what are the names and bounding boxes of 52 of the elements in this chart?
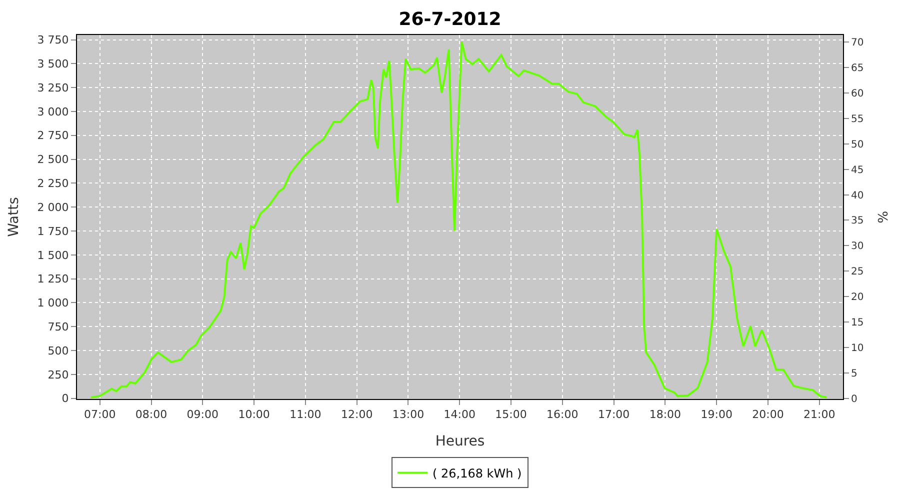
x-tick-label: 16:00 bbox=[546, 408, 578, 422]
y-tick-label: 3 500 bbox=[37, 58, 69, 71]
legend-label: ( 26,168 kWh ) bbox=[432, 466, 522, 480]
y-tick-label: 1 500 bbox=[37, 248, 69, 262]
x-tick-label: 19:00 bbox=[700, 408, 732, 422]
y2-tick-label: 0 bbox=[851, 394, 858, 405]
y-tick-label: 2 750 bbox=[37, 129, 69, 142]
x-tick-label: 20:00 bbox=[752, 408, 784, 422]
y-tick-label: 2 250 bbox=[37, 177, 69, 190]
x-tick-label: 21:00 bbox=[804, 408, 836, 422]
y2-tick-label: 50 bbox=[851, 139, 864, 150]
y2-tick-label: 30 bbox=[851, 241, 864, 252]
y2-tick-label: 5 bbox=[851, 368, 858, 380]
y-tick-label: 3 750 bbox=[37, 34, 69, 47]
x-tick-label: 17:00 bbox=[598, 408, 630, 422]
y2-tick-label: 65 bbox=[851, 63, 864, 74]
y-tick-label: 1 000 bbox=[37, 296, 69, 310]
y-tick-label: 250 bbox=[48, 368, 69, 382]
y2-tick-label: 55 bbox=[851, 114, 864, 125]
x-tick-label: 12:00 bbox=[340, 408, 373, 422]
chart-title: 26-7-2012 bbox=[398, 9, 502, 30]
y-tick-label: 2 500 bbox=[37, 153, 69, 166]
x-tick-label: 11:00 bbox=[290, 408, 322, 422]
y2-tick-label: 35 bbox=[851, 216, 864, 227]
y2-tick-label: 60 bbox=[851, 88, 864, 100]
y2-tick-label: 15 bbox=[851, 318, 864, 329]
y2-tick-label: 25 bbox=[851, 266, 864, 278]
y-tick-label: 2 000 bbox=[37, 200, 69, 214]
y-tick-label: 0 bbox=[62, 392, 69, 406]
x-tick-label: 10:00 bbox=[238, 408, 270, 422]
line-series bbox=[90, 40, 828, 398]
x-tick-label: 09:00 bbox=[186, 408, 218, 422]
y2-tick-label: 70 bbox=[851, 38, 864, 49]
y-tick-label: 3 000 bbox=[37, 105, 69, 118]
x-tick-label: 15:00 bbox=[495, 408, 527, 422]
y-tick-label: 3 250 bbox=[37, 81, 69, 94]
y-tick-label: 1 250 bbox=[37, 272, 69, 286]
x-tick-label: 07:00 bbox=[84, 408, 116, 422]
y-tick-label: 750 bbox=[48, 320, 69, 334]
x-axis-title: Heures bbox=[435, 434, 485, 450]
y2-tick-label: 10 bbox=[851, 342, 864, 354]
y2-tick-label: 20 bbox=[851, 292, 864, 304]
y-tick-label: 1 750 bbox=[37, 224, 69, 238]
y-tick-label: 500 bbox=[48, 344, 69, 358]
y2-tick-label: 45 bbox=[851, 164, 864, 176]
y2-tick-label: 40 bbox=[851, 190, 864, 202]
y2-axis-title: % bbox=[876, 210, 892, 224]
x-tick-label: 08:00 bbox=[135, 408, 168, 422]
x-tick-label: 18:00 bbox=[649, 408, 682, 422]
x-tick-label: 13:00 bbox=[392, 408, 424, 422]
y-axis-title: Watts bbox=[6, 197, 22, 237]
x-tick-label: 14:00 bbox=[444, 408, 476, 422]
